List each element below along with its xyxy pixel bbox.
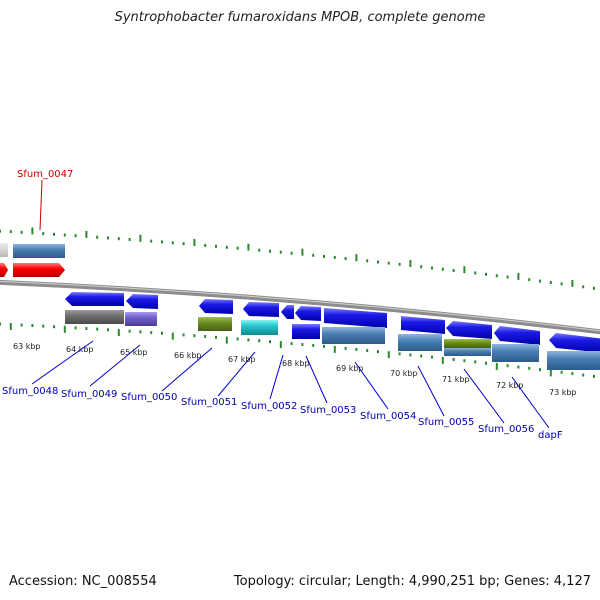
gene-feature-blue-small[interactable] [292,324,320,339]
gene-arrow-sfum-0056[interactable] [446,321,492,339]
gene-feature-steel-5[interactable] [547,351,600,370]
upper-tick-row [0,227,595,290]
gene-label-sfum-0052[interactable]: Sfum_0052 [241,401,297,412]
gene-feature-steel-1[interactable] [322,327,385,344]
ruler-label-63: 63 kbp [13,342,41,351]
ruler-label-64: 64 kbp [66,345,94,354]
ruler-label-72: 72 kbp [496,381,524,390]
ruler-label-70: 70 kbp [390,369,418,378]
leader-sfum-0055 [417,365,445,417]
leader-sfum-0050 [161,347,213,392]
gene-feature-gray[interactable] [65,310,124,324]
gene-arrow-sfum-0055[interactable] [401,316,445,334]
leader-sfum-0052 [269,354,284,400]
gene-label-sfum-0048[interactable]: Sfum_0048 [2,386,58,397]
leader-sfum-0049 [89,344,141,387]
gene-label-sfum-0049[interactable]: Sfum_0049 [61,389,117,400]
gene-arrow-sfum-0053[interactable] [295,306,321,321]
gene-arrow-red-left[interactable] [0,263,8,277]
accession-text: Accession: NC_008554 [9,574,157,589]
ruler-label-66: 66 kbp [174,351,202,360]
ruler-label-65: 65 kbp [120,348,148,357]
gene-arrow-sfum-0054[interactable] [324,308,387,328]
gene-label-sfum-0050[interactable]: Sfum_0050 [121,392,177,403]
gene-arrow-red-sfum-0047[interactable] [13,263,65,277]
leader-dapf [511,376,550,429]
leader-sfum-0048 [31,340,94,385]
gene-feature-purple[interactable] [125,312,157,326]
lower-tick-row [0,322,595,378]
gene-feature-steel-3[interactable] [444,348,491,356]
leader-sfum-0051 [217,351,256,397]
gene-feature-light-gray[interactable] [0,243,8,257]
gene-labels: Sfum_0048 Sfum_0049 Sfum_0050 Sfum_0051 … [2,386,563,441]
gene-feature-cyan[interactable] [241,320,278,335]
leader-sfum-0056 [463,368,505,424]
leader-sfum-0054 [354,361,389,410]
genome-title: Syntrophobacter fumaroxidans MPOB, compl… [114,10,486,25]
gene-label-sfum-0053[interactable]: Sfum_0053 [300,405,356,416]
gene-arrow-sfum-0052[interactable] [281,305,294,319]
gene-label-sfum-0056[interactable]: Sfum_0056 [478,424,534,435]
gene-arrow-dapf[interactable] [494,326,540,345]
gene-leader-sfum-0047 [39,179,43,231]
gene-leaders [31,340,550,429]
ruler-label-73: 73 kbp [549,388,577,397]
gene-arrow-sfum-0049[interactable] [126,294,158,309]
ruler-labels: 63 kbp 64 kbp 65 kbp 66 kbp 67 kbp 68 kb… [13,342,577,397]
gene-label-dapf[interactable]: dapF [538,430,563,441]
ruler-label-67: 67 kbp [228,355,256,364]
gene-feature-green-2[interactable] [444,339,491,348]
genome-backbone-highlight [0,280,600,332]
gene-arrow-sfum-0051[interactable] [243,302,279,317]
gene-arrow-edge[interactable] [549,333,600,353]
gene-label-sfum-0055[interactable]: Sfum_0055 [418,417,474,428]
ruler-label-69: 69 kbp [336,364,364,373]
gene-feature-steel-2[interactable] [398,334,442,351]
gene-label-sfum-0054[interactable]: Sfum_0054 [360,411,416,422]
gene-label-sfum-0047[interactable]: Sfum_0047 [17,169,73,180]
gene-feature-steel-top[interactable] [13,244,65,258]
leader-sfum-0053 [305,355,328,404]
genome-stats-text: Topology: circular; Length: 4,990,251 bp… [233,574,591,589]
gene-feature-steel-4[interactable] [492,344,539,362]
ruler-label-68: 68 kbp [282,359,310,368]
ruler-label-71: 71 kbp [442,375,470,384]
gene-arrow-sfum-0048[interactable] [65,292,124,306]
gene-label-sfum-0051[interactable]: Sfum_0051 [181,397,237,408]
gene-feature-green-1[interactable] [198,317,232,331]
gene-arrow-sfum-0050[interactable] [199,299,233,314]
genome-backbone [0,279,600,335]
